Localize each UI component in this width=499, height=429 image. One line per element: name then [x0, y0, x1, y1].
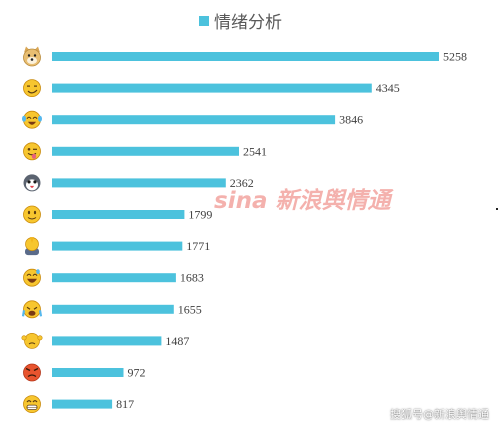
value-label: 1771	[186, 239, 210, 253]
source-credit: 搜狐号@新浪舆情通	[390, 408, 489, 421]
value-label: 1683	[180, 271, 204, 285]
bar	[52, 399, 113, 409]
bar	[52, 83, 372, 93]
value-label: 2362	[230, 176, 254, 190]
bar	[52, 178, 226, 188]
value-label: 1487	[165, 334, 189, 348]
legend: 情绪分析	[199, 13, 282, 33]
value-label: 817	[116, 397, 134, 411]
value-label: 2541	[243, 144, 267, 158]
value-label: 1799	[188, 208, 212, 222]
value-label: 1655	[178, 302, 202, 316]
value-label: 4345	[376, 81, 400, 95]
smirk-icon	[23, 79, 41, 97]
bar	[52, 146, 239, 156]
smile-icon	[23, 205, 41, 224]
bar	[52, 115, 336, 125]
grimace-icon	[23, 395, 41, 414]
watermark-label: 新浪舆情通	[275, 188, 391, 214]
sina-watermark: sina 新浪舆情通	[214, 181, 390, 215]
bar	[52, 52, 439, 61]
grin-sweat-icon	[23, 268, 41, 287]
bar	[52, 336, 162, 346]
stray-dot	[496, 208, 498, 210]
laugh-cry-icon	[22, 110, 42, 129]
sob-icon	[21, 300, 43, 319]
legend-label: 情绪分析	[214, 13, 282, 33]
bar	[52, 210, 185, 219]
bar-series	[52, 52, 439, 409]
value-labels: 5258 4345 3846 2541 2362 1799 1771 1683 1655 1487…	[116, 50, 467, 412]
value-label: 972	[128, 366, 146, 380]
pray-icon	[25, 237, 39, 256]
tongue-icon	[23, 142, 41, 161]
value-label: 3846	[339, 113, 363, 127]
angry-icon	[23, 363, 41, 382]
value-label: 5258	[443, 50, 467, 64]
sina-logo-text: sina	[214, 188, 268, 214]
doge-icon	[23, 46, 41, 67]
bar	[52, 304, 174, 314]
bar	[52, 368, 124, 377]
husky-icon	[23, 174, 41, 192]
bar	[52, 241, 183, 251]
emoji-axis	[21, 46, 43, 414]
legend-swatch	[199, 16, 209, 26]
shrug-icon	[21, 333, 43, 349]
bar	[52, 273, 176, 283]
